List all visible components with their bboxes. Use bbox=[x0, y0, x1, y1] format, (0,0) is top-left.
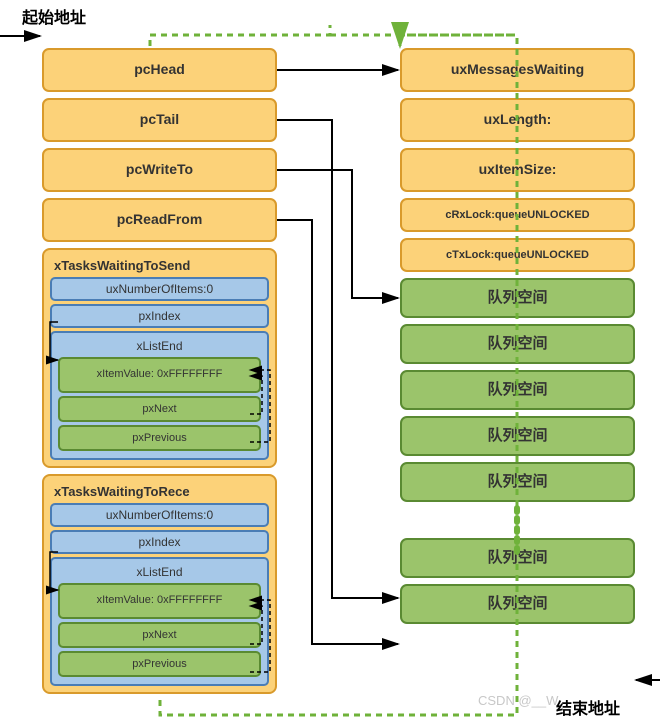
rece-xitemvalue: xItemValue: 0xFFFFFFFF bbox=[58, 583, 261, 619]
rece-pxindex: pxIndex bbox=[50, 530, 269, 554]
tasks-waiting-to-rece-box: xTasksWaitingToRece uxNumberOfItems:0 px… bbox=[42, 474, 277, 694]
pc-write-to: pcWriteTo bbox=[42, 148, 277, 192]
tasks-send-title: xTasksWaitingToSend bbox=[54, 258, 269, 273]
queue-space-5: 队列空间 bbox=[400, 462, 635, 502]
queue-space-1: 队列空间 bbox=[400, 278, 635, 318]
rece-pxprevious: pxPrevious bbox=[58, 651, 261, 677]
pc-head: pcHead bbox=[42, 48, 277, 92]
rece-uxnumberofitems: uxNumberOfItems:0 bbox=[50, 503, 269, 527]
ux-length: uxLength: bbox=[400, 98, 635, 142]
queue-space-3: 队列空间 bbox=[400, 370, 635, 410]
send-xlistend-title: xListEnd bbox=[58, 339, 261, 353]
left-column: pcHead pcTail pcWriteTo pcReadFrom xTask… bbox=[42, 48, 277, 700]
right-column: uxMessagesWaiting uxLength: uxItemSize: … bbox=[400, 48, 635, 630]
ctxlock: cTxLock:queueUNLOCKED bbox=[400, 238, 635, 272]
pc-tail: pcTail bbox=[42, 98, 277, 142]
tasks-rece-title: xTasksWaitingToRece bbox=[54, 484, 269, 499]
ux-messages-waiting: uxMessagesWaiting bbox=[400, 48, 635, 92]
send-pxindex: pxIndex bbox=[50, 304, 269, 328]
queue-space-6: 队列空间 bbox=[400, 538, 635, 578]
queue-space-2: 队列空间 bbox=[400, 324, 635, 364]
end-address-label: 结束地址 bbox=[556, 695, 620, 719]
tasks-waiting-to-send-box: xTasksWaitingToSend uxNumberOfItems:0 px… bbox=[42, 248, 277, 468]
send-pxprevious: pxPrevious bbox=[58, 425, 261, 451]
send-xitemvalue: xItemValue: 0xFFFFFFFF bbox=[58, 357, 261, 393]
send-xlistend-box: xListEnd xItemValue: 0xFFFFFFFF pxNext p… bbox=[50, 331, 269, 460]
start-address-label: 起始地址 bbox=[22, 4, 86, 28]
rece-xlistend-title: xListEnd bbox=[58, 565, 261, 579]
queue-space-4: 队列空间 bbox=[400, 416, 635, 456]
ux-item-size: uxItemSize: bbox=[400, 148, 635, 192]
rece-xlistend-box: xListEnd xItemValue: 0xFFFFFFFF pxNext p… bbox=[50, 557, 269, 686]
crxlock: cRxLock:queueUNLOCKED bbox=[400, 198, 635, 232]
queue-space-7: 队列空间 bbox=[400, 584, 635, 624]
watermark-label: CSDN @__W bbox=[478, 693, 558, 708]
pc-read-from: pcReadFrom bbox=[42, 198, 277, 242]
rece-pxnext: pxNext bbox=[58, 622, 261, 648]
queue-gap bbox=[400, 508, 635, 538]
send-uxnumberofitems: uxNumberOfItems:0 bbox=[50, 277, 269, 301]
send-pxnext: pxNext bbox=[58, 396, 261, 422]
